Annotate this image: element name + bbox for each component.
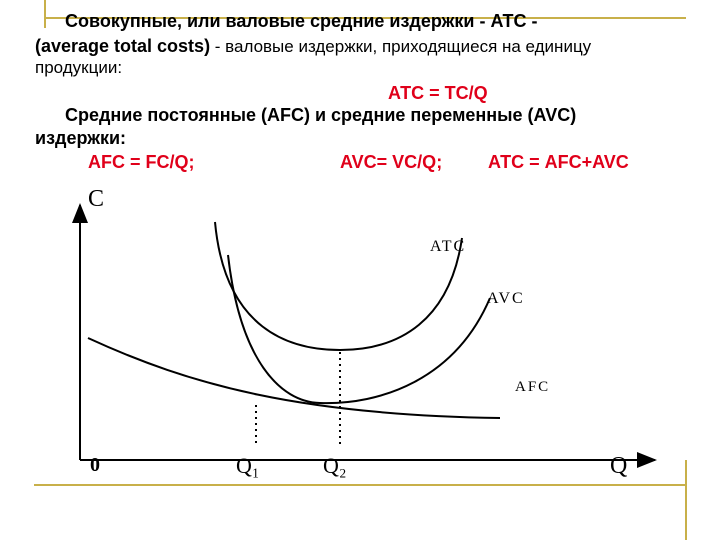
text: - валовые издержки, приходящиеся на един… xyxy=(210,37,592,56)
formula: АТС = AFC+AVC xyxy=(488,152,629,172)
avc-curve xyxy=(227,254,491,405)
formula: AFC = FC/Q; xyxy=(88,152,195,172)
afc-curve xyxy=(87,337,501,419)
curve-label: AVC xyxy=(487,290,525,307)
text-line: продукции: xyxy=(35,58,123,77)
text-line: Совокупные, или валовые средние издержки… xyxy=(65,11,538,31)
formula: AVC= VC/Q; xyxy=(340,152,443,172)
curve-label: ATC xyxy=(430,238,466,255)
text-line: издержки: xyxy=(35,128,127,148)
x-axis-label: Q xyxy=(610,453,627,479)
formula: АТС = ТС/Q xyxy=(388,83,488,103)
y-axis-label: C xyxy=(88,186,104,212)
curve-label: AFC xyxy=(515,379,550,395)
x-mark-label: Q₂ xyxy=(323,453,347,478)
text-line: Средние постоянные (AFC) и средние перем… xyxy=(65,105,577,125)
term: (average total costs) xyxy=(35,36,211,56)
origin-label: 0 xyxy=(90,454,100,476)
x-mark-label: Q₁ xyxy=(236,453,260,478)
text-line: (average total costs) - валовые издержки… xyxy=(35,35,591,58)
atc-curve xyxy=(214,221,463,352)
